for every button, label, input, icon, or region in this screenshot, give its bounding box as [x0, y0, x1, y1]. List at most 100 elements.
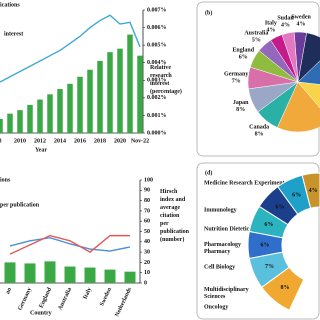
slice-label: Japan	[233, 100, 249, 106]
category-label: Pharmacology Pharmacy	[204, 242, 243, 255]
x-tick-label: Sweden	[99, 286, 113, 307]
segment-value: 8%	[280, 285, 289, 291]
pie-slice	[297, 32, 320, 83]
slice-value: 8%	[236, 107, 245, 113]
y-tick-label: 90	[144, 188, 150, 194]
pie-slice	[277, 81, 320, 133]
slice-value: 4%	[297, 21, 306, 27]
bar	[97, 60, 103, 134]
segment-value: 6%	[261, 242, 270, 248]
y-tick-label: 0.005%	[147, 43, 167, 49]
y-tick-label: 60	[144, 219, 150, 225]
bar	[4, 262, 16, 283]
slice-label: Canada	[249, 125, 269, 131]
bar	[44, 261, 56, 283]
segment-value: 7%	[265, 264, 274, 270]
bar	[137, 55, 143, 133]
bar	[104, 269, 116, 283]
y-tick-label: 0.006%	[147, 25, 167, 31]
x-tick-label: Nov-22	[131, 138, 149, 144]
x-tick-label: 2016	[74, 138, 86, 144]
category-label: Oncology	[204, 304, 228, 310]
slice-label: England	[232, 47, 254, 53]
segment-value: 6%	[264, 222, 273, 228]
category-label: Immunology	[204, 207, 237, 213]
category-label: Cell Biology	[204, 264, 235, 270]
bar	[24, 263, 36, 283]
slice-value: 4%	[281, 23, 290, 29]
x-tick-label: Australia	[57, 287, 73, 311]
y-tick-label: 0	[144, 280, 147, 286]
segment-value: 4%	[309, 188, 318, 194]
y-tick-label: 100	[144, 177, 153, 183]
slice-label: Sweden	[291, 14, 311, 20]
x-tick-label: 2010	[14, 138, 26, 144]
bar	[67, 83, 73, 133]
bar	[127, 34, 133, 133]
x-tick-label: 2012	[34, 138, 46, 144]
y-tick-label: 0.000%	[147, 130, 167, 136]
y-axis-title: Hirsch index and average citation per pu…	[160, 189, 191, 243]
bar	[0, 118, 3, 133]
y-tick-label: 40	[144, 239, 150, 245]
slice-label: Germany	[224, 71, 248, 77]
bar	[17, 110, 23, 133]
y-axis-title: Relative research interest (percentage)	[150, 65, 182, 95]
x-tick-label: Netherlands	[114, 286, 133, 318]
pie-slice	[297, 81, 320, 109]
y-tick-label: 50	[144, 229, 150, 235]
y-tick-label: 10	[144, 270, 150, 276]
legend-label: interest	[4, 31, 23, 37]
category-label: Medicine Research Experimental	[204, 180, 290, 186]
line	[9, 234, 130, 255]
bar	[84, 267, 96, 283]
donut-segment	[261, 266, 305, 311]
slice-value: 8%	[255, 132, 264, 138]
slice-value: 6%	[239, 54, 248, 60]
bar	[47, 94, 53, 133]
bar	[7, 113, 13, 133]
bar	[124, 271, 136, 283]
bar	[37, 99, 43, 133]
x-tick-label: 2014	[54, 138, 66, 144]
slice-value: 5%	[252, 37, 261, 43]
category-label: Nutrition Dietetics	[204, 226, 252, 232]
segment-value: 6%	[292, 193, 301, 199]
y-tick-label: 20	[144, 260, 150, 266]
slice-value: 4%	[266, 28, 275, 34]
bar	[107, 52, 113, 133]
y-tick-label: 30	[144, 249, 150, 255]
legend-label: ications	[0, 2, 20, 8]
legend-label: per publication	[0, 202, 40, 208]
panel-label: (b)	[205, 9, 212, 16]
line	[9, 236, 131, 252]
panel-frame	[196, 162, 320, 320]
slice-label: Italy	[265, 21, 277, 27]
y-tick-label: 0.003%	[147, 78, 167, 84]
x-axis-title: Year	[35, 147, 47, 153]
x-tick-label: 2018	[94, 138, 106, 144]
y-tick-label: 0.002%	[147, 95, 167, 101]
legend-label: ions	[0, 177, 11, 183]
slice-label: Sudan	[277, 16, 294, 22]
x-tick-label: 8	[0, 138, 2, 144]
bar	[87, 69, 93, 133]
bar	[117, 48, 123, 133]
y-tick-label: 0.007%	[147, 7, 167, 13]
y-tick-label: 0.001%	[147, 113, 167, 119]
y-tick-label: 0.004%	[147, 60, 167, 66]
x-tick-label: Italy	[83, 287, 94, 300]
bar	[77, 76, 83, 133]
x-tick-label: an	[5, 286, 13, 295]
x-tick-label: 2020	[114, 138, 126, 144]
slice-label: Australia	[244, 30, 268, 36]
x-axis-title: Country	[30, 310, 52, 316]
y-tick-label: 80	[144, 198, 150, 204]
bar	[27, 104, 33, 133]
slice-value: 7%	[232, 78, 241, 84]
x-tick-label: Germany	[17, 287, 33, 312]
line	[0, 14, 141, 83]
panel-label: (d)	[205, 169, 212, 176]
x-tick-label: England	[38, 286, 53, 309]
